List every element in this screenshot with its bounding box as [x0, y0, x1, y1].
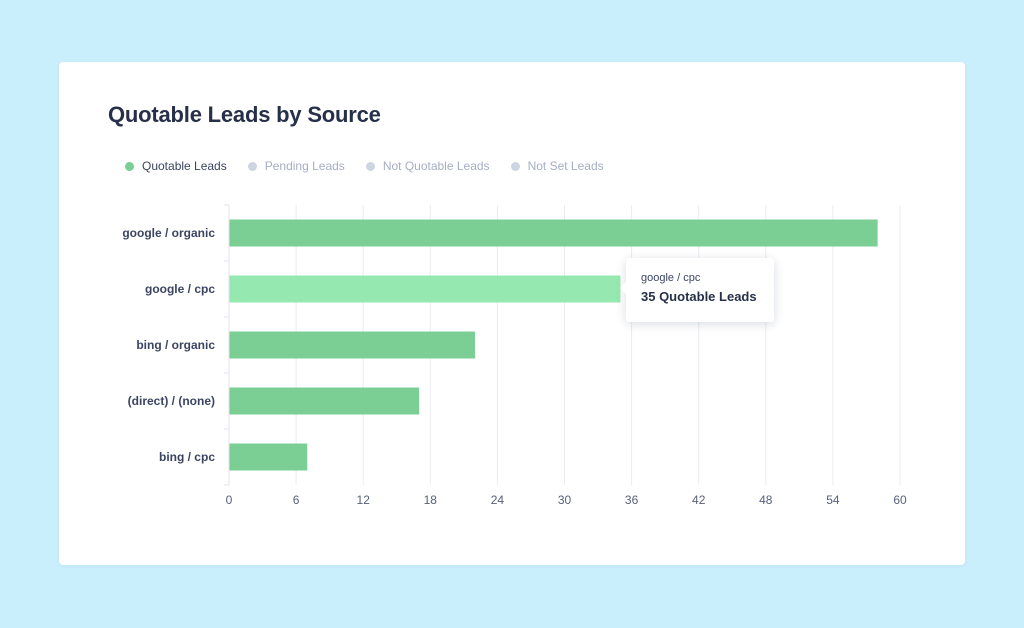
bar[interactable]: [229, 331, 476, 359]
tooltip-value: 35 Quotable Leads: [641, 289, 757, 304]
legend-dot-icon: [125, 161, 134, 171]
x-tick-label: 60: [893, 493, 907, 507]
x-tick-label: 6: [293, 493, 300, 507]
tooltip-category: google / cpc: [641, 272, 701, 284]
bar[interactable]: [229, 387, 420, 415]
legend-label: Pending Leads: [264, 159, 345, 173]
legend-label: Not Quotable Leads: [382, 159, 490, 173]
x-tick-label: 42: [692, 493, 706, 507]
bar-chart: 0 6 12 18 24 30 36 42 48 54 60 google / organic goog…: [122, 204, 907, 507]
legend-dot-icon: [365, 161, 375, 171]
category-label: bing / organic: [136, 338, 215, 352]
category-label: (direct) / (none): [128, 394, 215, 408]
x-tick-label: 48: [759, 493, 773, 507]
x-tick-label: 24: [491, 493, 505, 507]
legend-dot-icon: [247, 161, 257, 171]
bar[interactable]: [229, 443, 308, 471]
legend-item-1[interactable]: Pending Leads: [247, 159, 345, 173]
bar[interactable]: [229, 219, 878, 247]
legend-item-3[interactable]: Not Set Leads: [510, 159, 604, 173]
chart-title: Quotable Leads by Source: [108, 102, 381, 127]
legend-item-0[interactable]: Quotable Leads: [125, 159, 227, 173]
chart-tooltip: google / cpc 35 Quotable Leads: [620, 258, 774, 322]
x-tick-label: 36: [625, 493, 639, 507]
chart-legend: Quotable Leads Pending Leads Not Quotable …: [125, 159, 625, 173]
x-tick-label: 30: [558, 493, 572, 507]
bar[interactable]: [229, 275, 621, 303]
chart-card: Quotable Leads by Source Quotable Leads P…: [59, 62, 965, 565]
x-tick-label: 12: [357, 493, 371, 507]
x-tick-label: 18: [424, 493, 438, 507]
category-label: google / organic: [122, 226, 215, 240]
category-label: google / cpc: [145, 282, 215, 296]
category-label: bing / cpc: [159, 450, 215, 464]
legend-dot-icon: [510, 161, 520, 171]
x-tick-label: 0: [226, 493, 233, 507]
legend-item-2[interactable]: Not Quotable Leads: [365, 159, 490, 173]
x-tick-label: 54: [826, 493, 840, 507]
legend-label: Quotable Leads: [142, 159, 227, 173]
legend-label: Not Set Leads: [527, 159, 604, 173]
